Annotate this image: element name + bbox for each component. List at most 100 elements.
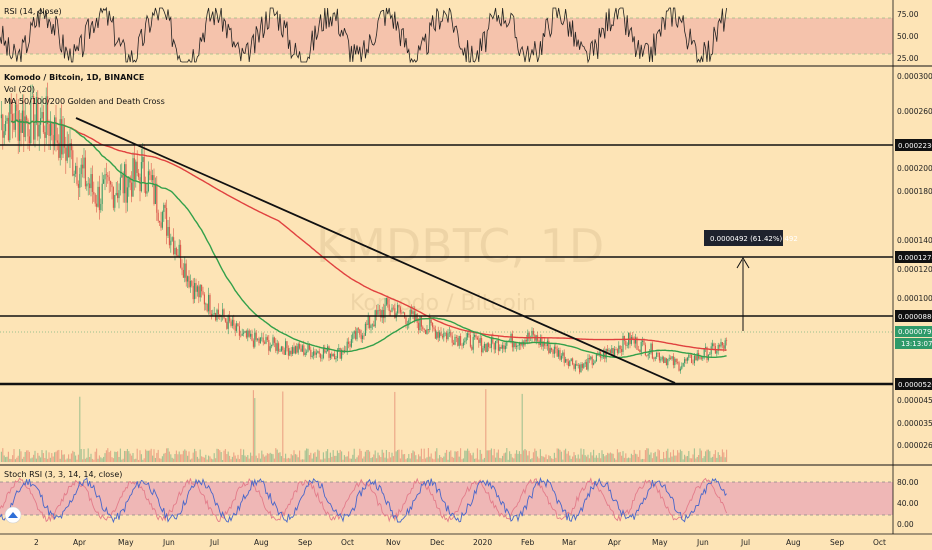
volume-bar <box>706 449 708 462</box>
candle-body <box>409 309 411 320</box>
volume-bar <box>535 450 537 462</box>
candle-body <box>112 187 114 208</box>
volume-bar <box>215 458 217 462</box>
volume-bar <box>135 458 137 462</box>
candle-body <box>661 357 663 360</box>
volume-bar <box>49 457 51 462</box>
candle-body <box>710 346 712 355</box>
volume-bar <box>429 456 431 462</box>
x-label: Oct <box>873 538 886 547</box>
candle-body <box>675 358 677 363</box>
volume-bar <box>500 458 502 462</box>
candle-body <box>514 342 516 347</box>
candle-body <box>126 187 128 203</box>
trendline[interactable] <box>75 117 676 384</box>
candle-body <box>331 353 333 357</box>
volume-bar <box>401 449 403 462</box>
candle-body <box>129 177 131 183</box>
candle-body <box>516 345 518 347</box>
volume-bar <box>247 455 249 462</box>
candle-body <box>657 352 659 354</box>
volume-bar <box>509 451 511 462</box>
candle-body <box>420 315 422 327</box>
candle-body <box>338 348 340 350</box>
candle-body <box>626 345 628 346</box>
volume-bar <box>117 451 119 462</box>
volume-bar <box>345 456 347 462</box>
volume-bar <box>523 450 525 462</box>
volume-bar <box>621 455 623 462</box>
candle-body <box>702 357 704 359</box>
candle-body <box>206 303 208 312</box>
candle-body <box>432 323 434 328</box>
volume-bar <box>131 455 133 462</box>
candle-body <box>30 97 32 143</box>
volume-bar <box>618 452 620 462</box>
volume-bar <box>280 456 282 462</box>
candle-body <box>38 124 40 137</box>
candle-body <box>33 95 35 140</box>
volume-bar <box>2 448 4 462</box>
volume-bar <box>3 455 5 462</box>
volume-bar <box>646 448 648 462</box>
candle-body <box>581 364 583 368</box>
candle-body <box>443 333 445 338</box>
candle-body <box>62 125 64 155</box>
volume-bar <box>716 457 718 462</box>
volume-bar <box>384 457 386 462</box>
candle-body <box>94 194 96 204</box>
volume-bar <box>55 451 57 462</box>
volume-bar <box>185 450 187 462</box>
volume-bar <box>27 450 29 462</box>
ma-indicator-label: MA 50/100/200 Golden and Death Cross <box>4 97 165 106</box>
volume-bar <box>199 449 201 462</box>
candle-body <box>453 342 455 345</box>
measure-box[interactable] <box>704 230 783 246</box>
volume-bar <box>138 459 140 462</box>
candle-body <box>423 329 425 330</box>
candle-body <box>719 345 721 347</box>
volume-bar <box>96 448 98 462</box>
candle-body <box>76 165 78 184</box>
volume-bar <box>380 457 382 462</box>
candle-body <box>348 341 350 345</box>
volume-bar <box>301 459 303 462</box>
candle-body <box>418 322 420 331</box>
volume-bar <box>553 452 555 462</box>
volume-bar <box>306 448 308 462</box>
candle-body <box>238 326 240 336</box>
volume-bar <box>167 448 169 462</box>
candle-body <box>392 307 394 309</box>
volume-bar <box>412 450 414 462</box>
candle-body <box>350 339 352 347</box>
volume-bar <box>560 451 562 462</box>
volume-bar <box>534 448 536 462</box>
candle-body <box>285 341 287 355</box>
candle-body <box>580 364 582 373</box>
volume-bar <box>378 455 380 462</box>
candle-body <box>439 332 441 338</box>
level-tag-3 <box>895 310 932 322</box>
candle-body <box>103 179 105 184</box>
volume-bar <box>362 458 364 462</box>
stoch-tick-0: 0.00 <box>897 520 914 529</box>
volume-bar <box>91 458 93 462</box>
candle-body <box>313 351 315 356</box>
volume-bar <box>699 448 701 462</box>
candle-body <box>217 309 219 315</box>
candle-body <box>436 331 438 339</box>
volume-bar <box>394 391 396 462</box>
candle-body <box>562 352 564 356</box>
volume-bar <box>278 452 280 462</box>
price-tag-text: 0.0000795 <box>898 328 932 336</box>
volume-bar <box>157 449 159 462</box>
candle-body <box>528 332 530 339</box>
ma50-line <box>11 119 727 359</box>
volume-bar <box>339 449 341 462</box>
volume-bar <box>152 455 154 462</box>
volume-bar <box>639 450 641 462</box>
volume-bar <box>184 449 186 462</box>
